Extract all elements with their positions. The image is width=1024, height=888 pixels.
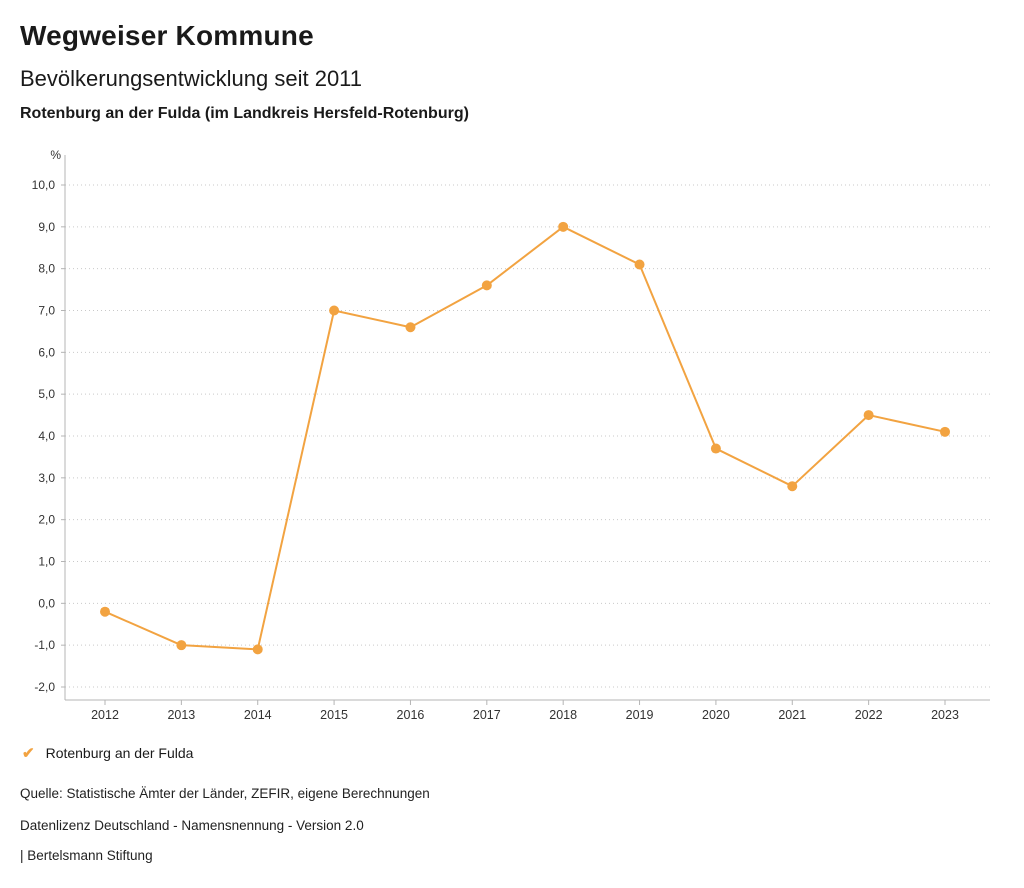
svg-text:4,0: 4,0 <box>38 429 55 443</box>
svg-text:2016: 2016 <box>397 708 425 722</box>
svg-text:-2,0: -2,0 <box>34 680 55 694</box>
source-note: Quelle: Statistische Ämter der Länder, Z… <box>20 786 430 801</box>
svg-text:2012: 2012 <box>91 708 119 722</box>
svg-text:2019: 2019 <box>626 708 654 722</box>
svg-text:-1,0: -1,0 <box>34 638 55 652</box>
svg-text:2015: 2015 <box>320 708 348 722</box>
population-line-chart: -2,0 -1,0 0,0 1,0 2,0 3,0 4,0 5,0 6,0 7,0 8,0 9,0 10… <box>0 140 1024 732</box>
svg-text:2023: 2023 <box>931 708 959 722</box>
publisher-note: | Bertelsmann Stiftung <box>20 848 153 863</box>
svg-text:2022: 2022 <box>855 708 883 722</box>
svg-text:2014: 2014 <box>244 708 272 722</box>
chart-subtitle: Bevölkerungsentwicklung seit 2011 <box>20 66 363 91</box>
svg-text:0,0: 0,0 <box>38 596 55 610</box>
svg-text:%: % <box>50 148 61 162</box>
svg-text:6,0: 6,0 <box>38 345 55 359</box>
region-title: Rotenburg an der Fulda (im Landkreis Her… <box>20 105 469 122</box>
svg-text:7,0: 7,0 <box>38 304 55 318</box>
svg-text:10,0: 10,0 <box>32 178 56 192</box>
svg-text:2021: 2021 <box>778 708 806 722</box>
svg-text:8,0: 8,0 <box>38 262 55 276</box>
svg-text:5,0: 5,0 <box>38 387 55 401</box>
svg-text:9,0: 9,0 <box>38 220 55 234</box>
page-title: Wegweiser Kommune <box>20 20 314 51</box>
svg-text:2020: 2020 <box>702 708 730 722</box>
legend-item-rotenburg[interactable]: ✔ Rotenburg an der Fulda <box>22 745 193 761</box>
svg-text:2018: 2018 <box>549 708 577 722</box>
svg-text:1,0: 1,0 <box>38 555 55 569</box>
license-note: Datenlizenz Deutschland - Namensnennung … <box>20 818 364 833</box>
chart-canvas: -2,0 -1,0 0,0 1,0 2,0 3,0 4,0 5,0 6,0 7,0 8,0 9,0 10… <box>32 148 990 722</box>
legend-check-icon: ✔ <box>22 744 35 762</box>
svg-text:2013: 2013 <box>167 708 195 722</box>
svg-text:2,0: 2,0 <box>38 513 55 527</box>
legend-item-label: Rotenburg an der Fulda <box>45 745 194 761</box>
svg-text:2017: 2017 <box>473 708 501 722</box>
svg-text:3,0: 3,0 <box>38 471 55 485</box>
